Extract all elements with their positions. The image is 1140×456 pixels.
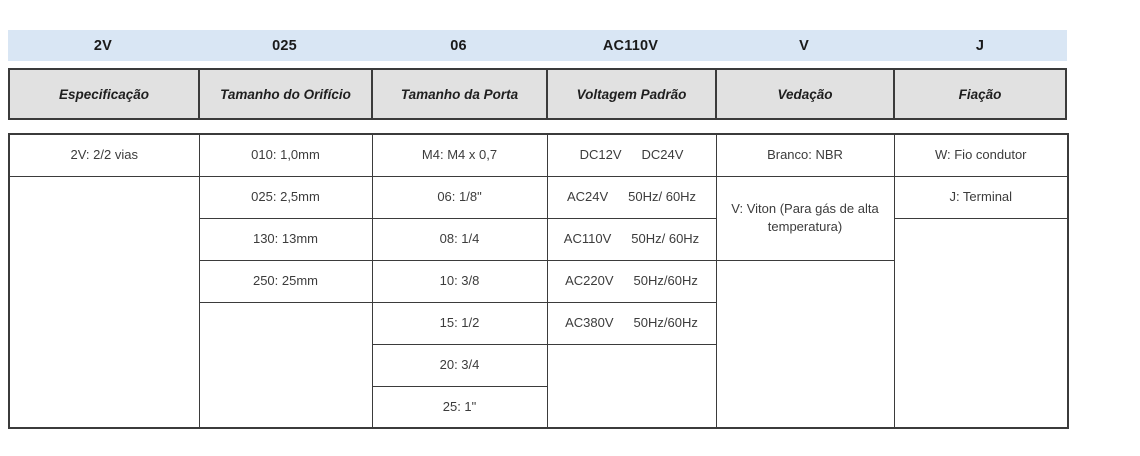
- cell-fiacao-j: J: Terminal: [893, 175, 1069, 219]
- header-fiacao: Fiação: [893, 70, 1065, 118]
- spec-table: 2V: 2/2 vias 010: 1,0mm M4: M4 x 0,7 DC1…: [8, 133, 1069, 429]
- table-row: 25: 1": [9, 385, 1068, 429]
- voltage-value: DC24V: [641, 147, 684, 163]
- code-segment-vedacao: V: [799, 37, 809, 54]
- cell-voltagem-ac110: AC110V 50Hz/ 60Hz: [546, 217, 717, 261]
- cell-vedacao-empty: [715, 259, 895, 429]
- table-row: 20: 3/4: [9, 343, 1068, 429]
- cell-porta-15: 15: 1/2: [371, 301, 548, 345]
- cell-orificio-010: 010: 1,0mm: [198, 133, 373, 177]
- voltage-frequency: 50Hz/60Hz: [633, 315, 698, 331]
- cell-orificio-025: 025: 2,5mm: [198, 175, 373, 219]
- cell-vedacao-nbr: Branco: NBR: [715, 133, 895, 177]
- code-segment-especificacao: 2V: [93, 37, 113, 54]
- voltage-pair: AC220V 50Hz/60Hz: [552, 272, 712, 290]
- table-row: 15: 1/2 AC380V 50Hz/60Hz: [9, 301, 1068, 429]
- voltage-pair: AC110V 50Hz/ 60Hz: [552, 230, 712, 248]
- table-row: 250: 25mm 10: 3/8 AC220V 50Hz/60Hz: [9, 259, 1068, 429]
- cell-porta-08: 08: 1/4: [371, 217, 548, 261]
- voltage-frequency: 50Hz/ 60Hz: [628, 189, 697, 205]
- model-code-bar: 2V 025 06 AC110V V J: [8, 30, 1067, 61]
- cell-voltagem-ac220: AC220V 50Hz/60Hz: [546, 259, 717, 303]
- cell-orificio-250: 250: 25mm: [198, 259, 373, 303]
- voltage-frequency: 50Hz/ 60Hz: [631, 231, 700, 247]
- header-orificio: Tamanho do Orifício: [198, 70, 371, 118]
- cell-especificacao-2v: 2V: 2/2 vias: [8, 133, 200, 177]
- cell-porta-06: 06: 1/8": [371, 175, 548, 219]
- code-segment-porta: 06: [450, 37, 467, 54]
- cell-orificio-130: 130: 13mm: [198, 217, 373, 261]
- column-header-row: Especificação Tamanho do Orifício Tamanh…: [8, 68, 1067, 120]
- voltage-pair: DC12V DC24V: [552, 146, 712, 164]
- cell-especificacao-empty: [8, 175, 200, 429]
- header-porta: Tamanho da Porta: [371, 70, 546, 118]
- cell-porta-10: 10: 3/8: [371, 259, 548, 303]
- cell-orificio-empty: [198, 301, 373, 429]
- code-segment-orificio: 025: [272, 37, 297, 54]
- voltage-pair: AC380V 50Hz/60Hz: [552, 314, 712, 332]
- table-row: 2V: 2/2 vias 010: 1,0mm M4: M4 x 0,7 DC1…: [8, 133, 1069, 177]
- cell-voltagem-ac380: AC380V 50Hz/60Hz: [546, 301, 717, 345]
- cell-porta-20: 20: 3/4: [371, 343, 548, 387]
- voltage-value: AC220V: [565, 273, 614, 289]
- header-vedacao: Vedação: [715, 70, 893, 118]
- voltage-value: AC110V: [563, 231, 612, 247]
- cell-porta-25: 25: 1": [371, 385, 548, 429]
- voltage-frequency: 50Hz/60Hz: [633, 273, 698, 289]
- voltage-value: DC12V: [579, 147, 622, 163]
- cell-voltagem-empty: [546, 343, 717, 429]
- table-row: 130: 13mm 08: 1/4 AC110V 50Hz/ 60Hz: [9, 217, 1069, 429]
- header-especificacao: Especificação: [58, 86, 150, 102]
- cell-porta-m4: M4: M4 x 0,7: [371, 133, 548, 177]
- code-segment-voltagem: AC110V: [602, 37, 659, 54]
- cell-fiacao-w: W: Fio condutor: [893, 133, 1069, 177]
- cell-voltagem-ac24: AC24V 50Hz/ 60Hz: [546, 175, 717, 219]
- voltage-value: AC380V: [565, 315, 614, 331]
- table-row: 025: 2,5mm 06: 1/8" AC24V 50Hz/ 60Hz V: …: [8, 175, 1069, 429]
- header-voltagem: Voltagem Padrão: [546, 70, 715, 118]
- cell-fiacao-empty: [893, 217, 1069, 429]
- voltage-pair: AC24V 50Hz/ 60Hz: [552, 188, 712, 206]
- voltage-value: AC24V: [566, 189, 609, 205]
- cell-voltagem-dc: DC12V DC24V: [546, 133, 717, 177]
- code-segment-fiacao: J: [975, 37, 985, 54]
- cell-vedacao-viton: V: Viton (Para gás de alta temperatura): [715, 175, 895, 261]
